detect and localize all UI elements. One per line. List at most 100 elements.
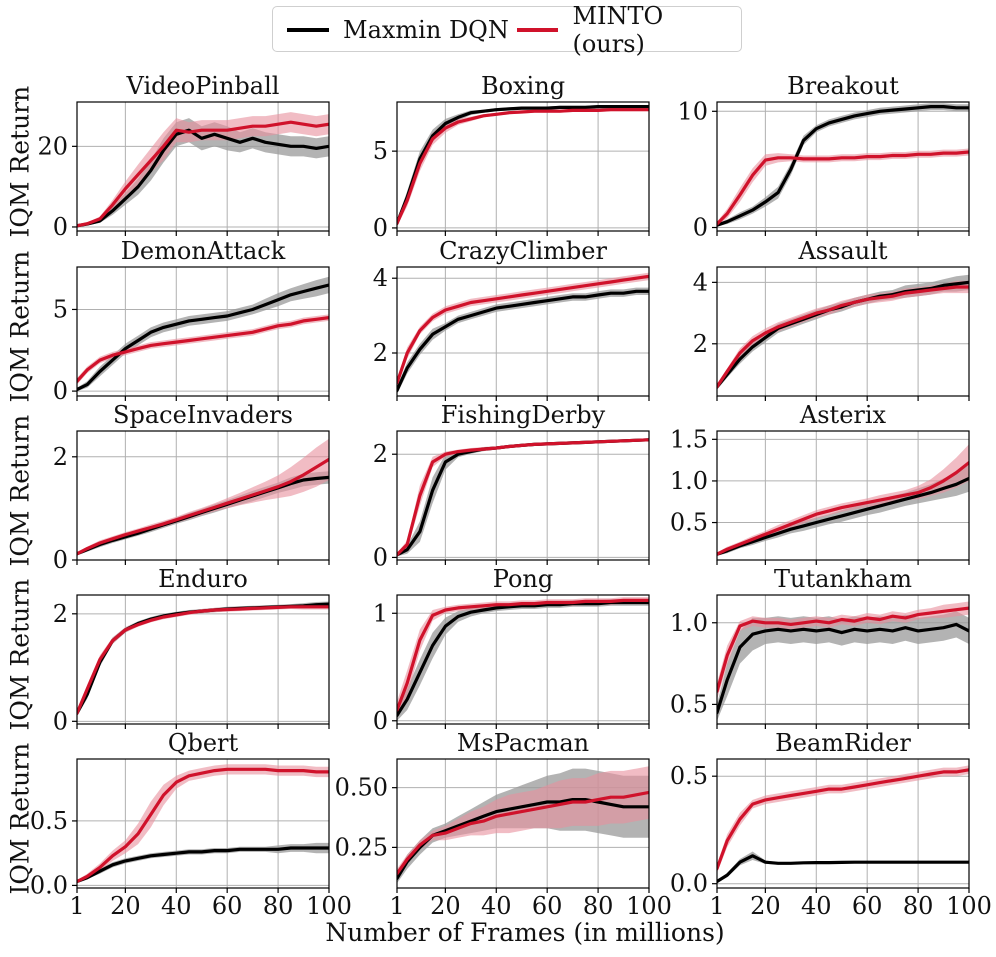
x-tick-label: 60 (852, 892, 883, 920)
y-tick-label: 4 (693, 268, 708, 296)
panel-frame (716, 266, 970, 397)
panel-title-assault: Assault (797, 237, 887, 265)
band-maxmin-dqn (397, 105, 649, 227)
panel-assault: 2 4 Assault (693, 237, 970, 401)
x-tick-label: 80 (903, 892, 934, 920)
y-tick-label: 0 (53, 213, 68, 241)
band-minto (77, 314, 329, 385)
x-axis-label: Number of Frames (in millions) (325, 918, 725, 947)
panel-frame (716, 430, 970, 561)
y-tick-label: 0.0 (670, 870, 708, 898)
series-line-minto (77, 767, 329, 884)
y-tick-label: 0 (373, 543, 388, 571)
y-tick-label: 5 (53, 295, 68, 323)
panel-title-qbert: Qbert (168, 729, 239, 757)
legend-label-maxmin-dqn: Maxmin DQN (343, 16, 509, 44)
series-line-minto (717, 768, 969, 871)
x-tick-label: 40 (801, 892, 832, 920)
band-maxmin-dqn (717, 611, 969, 721)
series-line-minto (397, 790, 649, 876)
legend-item-maxmin-dqn: Maxmin DQN (287, 7, 509, 53)
y-tick-label: 1.5 (670, 425, 708, 453)
y-tick-label: 4 (373, 264, 388, 292)
y-axis-label: IQM Return (5, 414, 35, 566)
band-maxmin-dqn (77, 601, 329, 716)
y-tick-label: 0.5 (670, 509, 708, 537)
panel-title-beam-rider: BeamRider (775, 729, 911, 757)
panel-frame (76, 101, 330, 232)
panel-title-asterix: Asterix (799, 401, 887, 429)
band-minto (717, 765, 969, 873)
plot-area (77, 276, 329, 392)
panel-frame (716, 594, 970, 725)
x-tick-label: 20 (430, 892, 461, 920)
series-line-maxmin-dqn (717, 476, 969, 556)
series-line-minto (77, 457, 329, 556)
y-tick-label: 0.50 (335, 774, 388, 802)
band-maxmin-dqn (77, 118, 329, 227)
y-tick-label: 1.0 (670, 467, 708, 495)
panel-ms-pacman: 1 20 40 60 80 100 0.25 0.50 MsPacman (335, 729, 672, 920)
panel-title-tutankham: Tutankham (774, 565, 912, 593)
band-minto (77, 604, 329, 716)
y-tick-label: 1 (373, 599, 388, 627)
panel-beam-rider: 1 20 40 60 80 100 0.0 0.5 BeamRider (670, 729, 992, 920)
y-axis-label: IQM Return (5, 578, 35, 730)
panel-title-demon-attack: DemonAttack (121, 237, 286, 265)
y-axis-label: IQM Return (5, 742, 35, 894)
plot-area (717, 103, 969, 227)
series-line-maxmin-dqn (717, 104, 969, 227)
y-tick-label: 2 (53, 443, 68, 471)
y-tick-label: 2 (693, 330, 708, 358)
band-minto (397, 108, 649, 227)
series-line-minto (77, 605, 329, 715)
legend-swatch-minto (517, 28, 559, 32)
panel-space-invaders: 0 2 SpaceInvaders (53, 401, 330, 574)
x-tick-label: 60 (532, 892, 563, 920)
panel-title-fishing-derby: FishingDerby (441, 401, 606, 429)
panel-breakout: 0 10 Breakout (677, 72, 970, 242)
series-line-minto (77, 120, 329, 228)
series-line-maxmin-dqn (77, 283, 329, 392)
y-tick-label: 5 (373, 137, 388, 165)
x-tick-label: 40 (161, 892, 192, 920)
band-minto (397, 766, 649, 879)
panel-title-pong: Pong (493, 565, 553, 593)
plot-area (77, 112, 329, 228)
series-line-maxmin-dqn (397, 289, 649, 392)
panel-frame (716, 101, 970, 232)
y-tick-label: 0 (373, 214, 388, 242)
x-tick-label: 100 (626, 892, 672, 920)
panel-frame (396, 758, 650, 889)
series-line-maxmin-dqn (717, 854, 969, 884)
y-tick-label: 1.0 (670, 609, 708, 637)
plot-area (397, 272, 649, 395)
panel-video-pinball: 0 20 VideoPinball (37, 72, 330, 241)
panel-title-space-invaders: SpaceInvaders (113, 401, 293, 429)
y-tick-label: 10 (677, 97, 708, 125)
band-minto (717, 280, 969, 390)
y-axis-label: IQM Return (5, 85, 35, 237)
x-tick-label: 40 (481, 892, 512, 920)
y-tick-label: 0 (53, 546, 68, 574)
series-line-minto (77, 316, 329, 383)
legend-label-minto: MINTO (ours) (572, 2, 664, 58)
x-tick-label: 60 (212, 892, 243, 920)
legend-item-minto: MINTO (ours) (517, 2, 741, 58)
y-tick-label: 2 (53, 600, 68, 628)
x-tick-label: 80 (263, 892, 294, 920)
panel-title-video-pinball: VideoPinball (126, 72, 280, 100)
plot-area (397, 104, 649, 227)
x-tick-label: 1 (389, 892, 404, 920)
series-line-minto (717, 606, 969, 693)
legend-swatch-maxmin-dqn (287, 28, 329, 32)
y-tick-label: 0 (693, 214, 708, 242)
y-tick-label: 2 (373, 339, 388, 367)
panel-title-ms-pacman: MsPacman (457, 729, 589, 757)
plot-area (397, 766, 649, 884)
x-tick-label: 100 (946, 892, 992, 920)
series-line-maxmin-dqn (77, 846, 329, 884)
plot-area (717, 765, 969, 884)
panel-frame (76, 430, 330, 561)
